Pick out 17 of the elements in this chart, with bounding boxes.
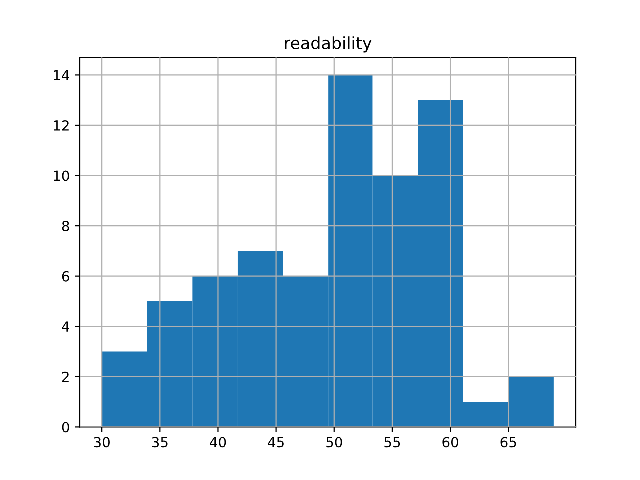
y-tick-label: 6 — [62, 271, 70, 282]
x-tick-label: 45 — [268, 437, 284, 448]
y-tick-label: 14 — [54, 70, 70, 80]
x-tick-label: 40 — [210, 437, 226, 448]
y-tick-label: 8 — [62, 221, 70, 232]
y-tick-label: 12 — [54, 120, 69, 131]
y-tick-label: 4 — [62, 322, 70, 332]
y-tick-label: 0 — [62, 422, 70, 433]
chart-title: readability — [285, 36, 372, 53]
x-tick-label: 30 — [94, 437, 110, 448]
x-tick-label: 55 — [384, 437, 400, 448]
x-tick-label: 50 — [326, 437, 342, 448]
y-tick-label: 10 — [54, 170, 70, 182]
x-tick-label: 60 — [442, 437, 458, 448]
x-tick-label: 35 — [152, 437, 168, 448]
x-tick-label: 65 — [500, 437, 516, 448]
y-tick-label: 2 — [62, 372, 69, 382]
